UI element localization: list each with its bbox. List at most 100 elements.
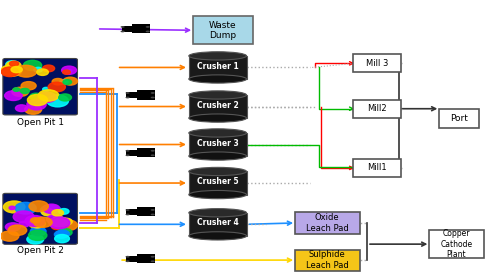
Circle shape [60,80,68,84]
Bar [126,209,138,215]
Circle shape [63,77,78,85]
Circle shape [15,202,36,214]
Circle shape [37,69,48,75]
Circle shape [58,94,71,101]
Ellipse shape [189,75,246,83]
Circle shape [28,219,46,228]
Circle shape [42,87,50,91]
Bar [189,56,246,79]
Circle shape [34,217,52,227]
Ellipse shape [189,152,246,160]
Circle shape [16,65,37,77]
Ellipse shape [126,96,130,98]
Ellipse shape [150,256,155,258]
Circle shape [11,66,22,73]
Bar [138,254,155,263]
Bar [189,95,246,118]
Circle shape [42,65,54,72]
Circle shape [27,99,46,110]
Ellipse shape [150,96,155,98]
Ellipse shape [126,256,130,258]
Text: Waste
Dump: Waste Dump [209,21,236,40]
Ellipse shape [150,214,155,215]
Circle shape [60,218,72,225]
Circle shape [16,105,28,111]
Circle shape [12,87,28,96]
Ellipse shape [150,150,155,152]
Circle shape [54,231,68,238]
Bar [138,148,155,157]
Bar [189,172,246,195]
Ellipse shape [150,154,155,156]
FancyBboxPatch shape [438,109,479,128]
Text: Crusher 5: Crusher 5 [197,177,238,186]
Circle shape [50,219,67,229]
Circle shape [52,78,64,85]
Ellipse shape [126,260,130,262]
Circle shape [1,65,22,76]
FancyBboxPatch shape [353,100,401,118]
Circle shape [43,204,60,214]
Bar [189,213,246,236]
Circle shape [36,221,44,225]
Circle shape [10,61,18,66]
Circle shape [8,225,26,235]
Bar [126,92,138,98]
Circle shape [25,215,45,227]
Circle shape [40,205,61,216]
Circle shape [6,61,21,70]
Circle shape [63,80,72,85]
FancyBboxPatch shape [353,159,401,177]
Ellipse shape [126,150,130,152]
Text: Copper
Cathode
Plant: Copper Cathode Plant [440,229,472,259]
Circle shape [4,201,25,213]
Ellipse shape [126,214,130,215]
Ellipse shape [150,209,155,211]
Circle shape [4,91,22,101]
Circle shape [38,92,56,103]
Circle shape [62,66,76,74]
Circle shape [28,230,47,240]
FancyBboxPatch shape [3,193,78,244]
Circle shape [58,220,78,230]
Ellipse shape [150,260,155,262]
Circle shape [42,209,54,216]
Circle shape [54,235,70,243]
Circle shape [32,222,42,228]
Ellipse shape [120,31,124,32]
Bar [126,150,138,156]
Bar [122,26,132,32]
FancyBboxPatch shape [429,230,484,258]
Circle shape [6,223,20,231]
Text: Crusher 4: Crusher 4 [197,219,238,227]
Text: Crusher 3: Crusher 3 [197,139,238,148]
Circle shape [49,217,70,229]
Circle shape [29,201,48,212]
Ellipse shape [189,190,246,199]
Circle shape [28,95,48,106]
Bar [138,90,155,100]
Ellipse shape [189,91,246,99]
Ellipse shape [126,92,130,94]
Text: Mill1: Mill1 [367,163,386,172]
Circle shape [58,229,72,236]
Bar [138,207,155,217]
Circle shape [60,80,66,84]
Ellipse shape [189,208,246,217]
Text: Mill 3: Mill 3 [366,59,388,68]
Circle shape [30,227,46,236]
Circle shape [34,225,41,229]
Circle shape [30,93,42,100]
Ellipse shape [126,209,130,211]
Circle shape [6,61,19,68]
Circle shape [38,90,58,101]
Circle shape [52,224,62,230]
Text: Crusher 2: Crusher 2 [197,101,238,110]
Text: Port: Port [450,114,468,123]
Circle shape [52,210,64,216]
FancyBboxPatch shape [294,212,360,234]
Ellipse shape [189,114,246,122]
Circle shape [19,221,29,227]
Ellipse shape [189,129,246,137]
Bar [132,24,150,33]
